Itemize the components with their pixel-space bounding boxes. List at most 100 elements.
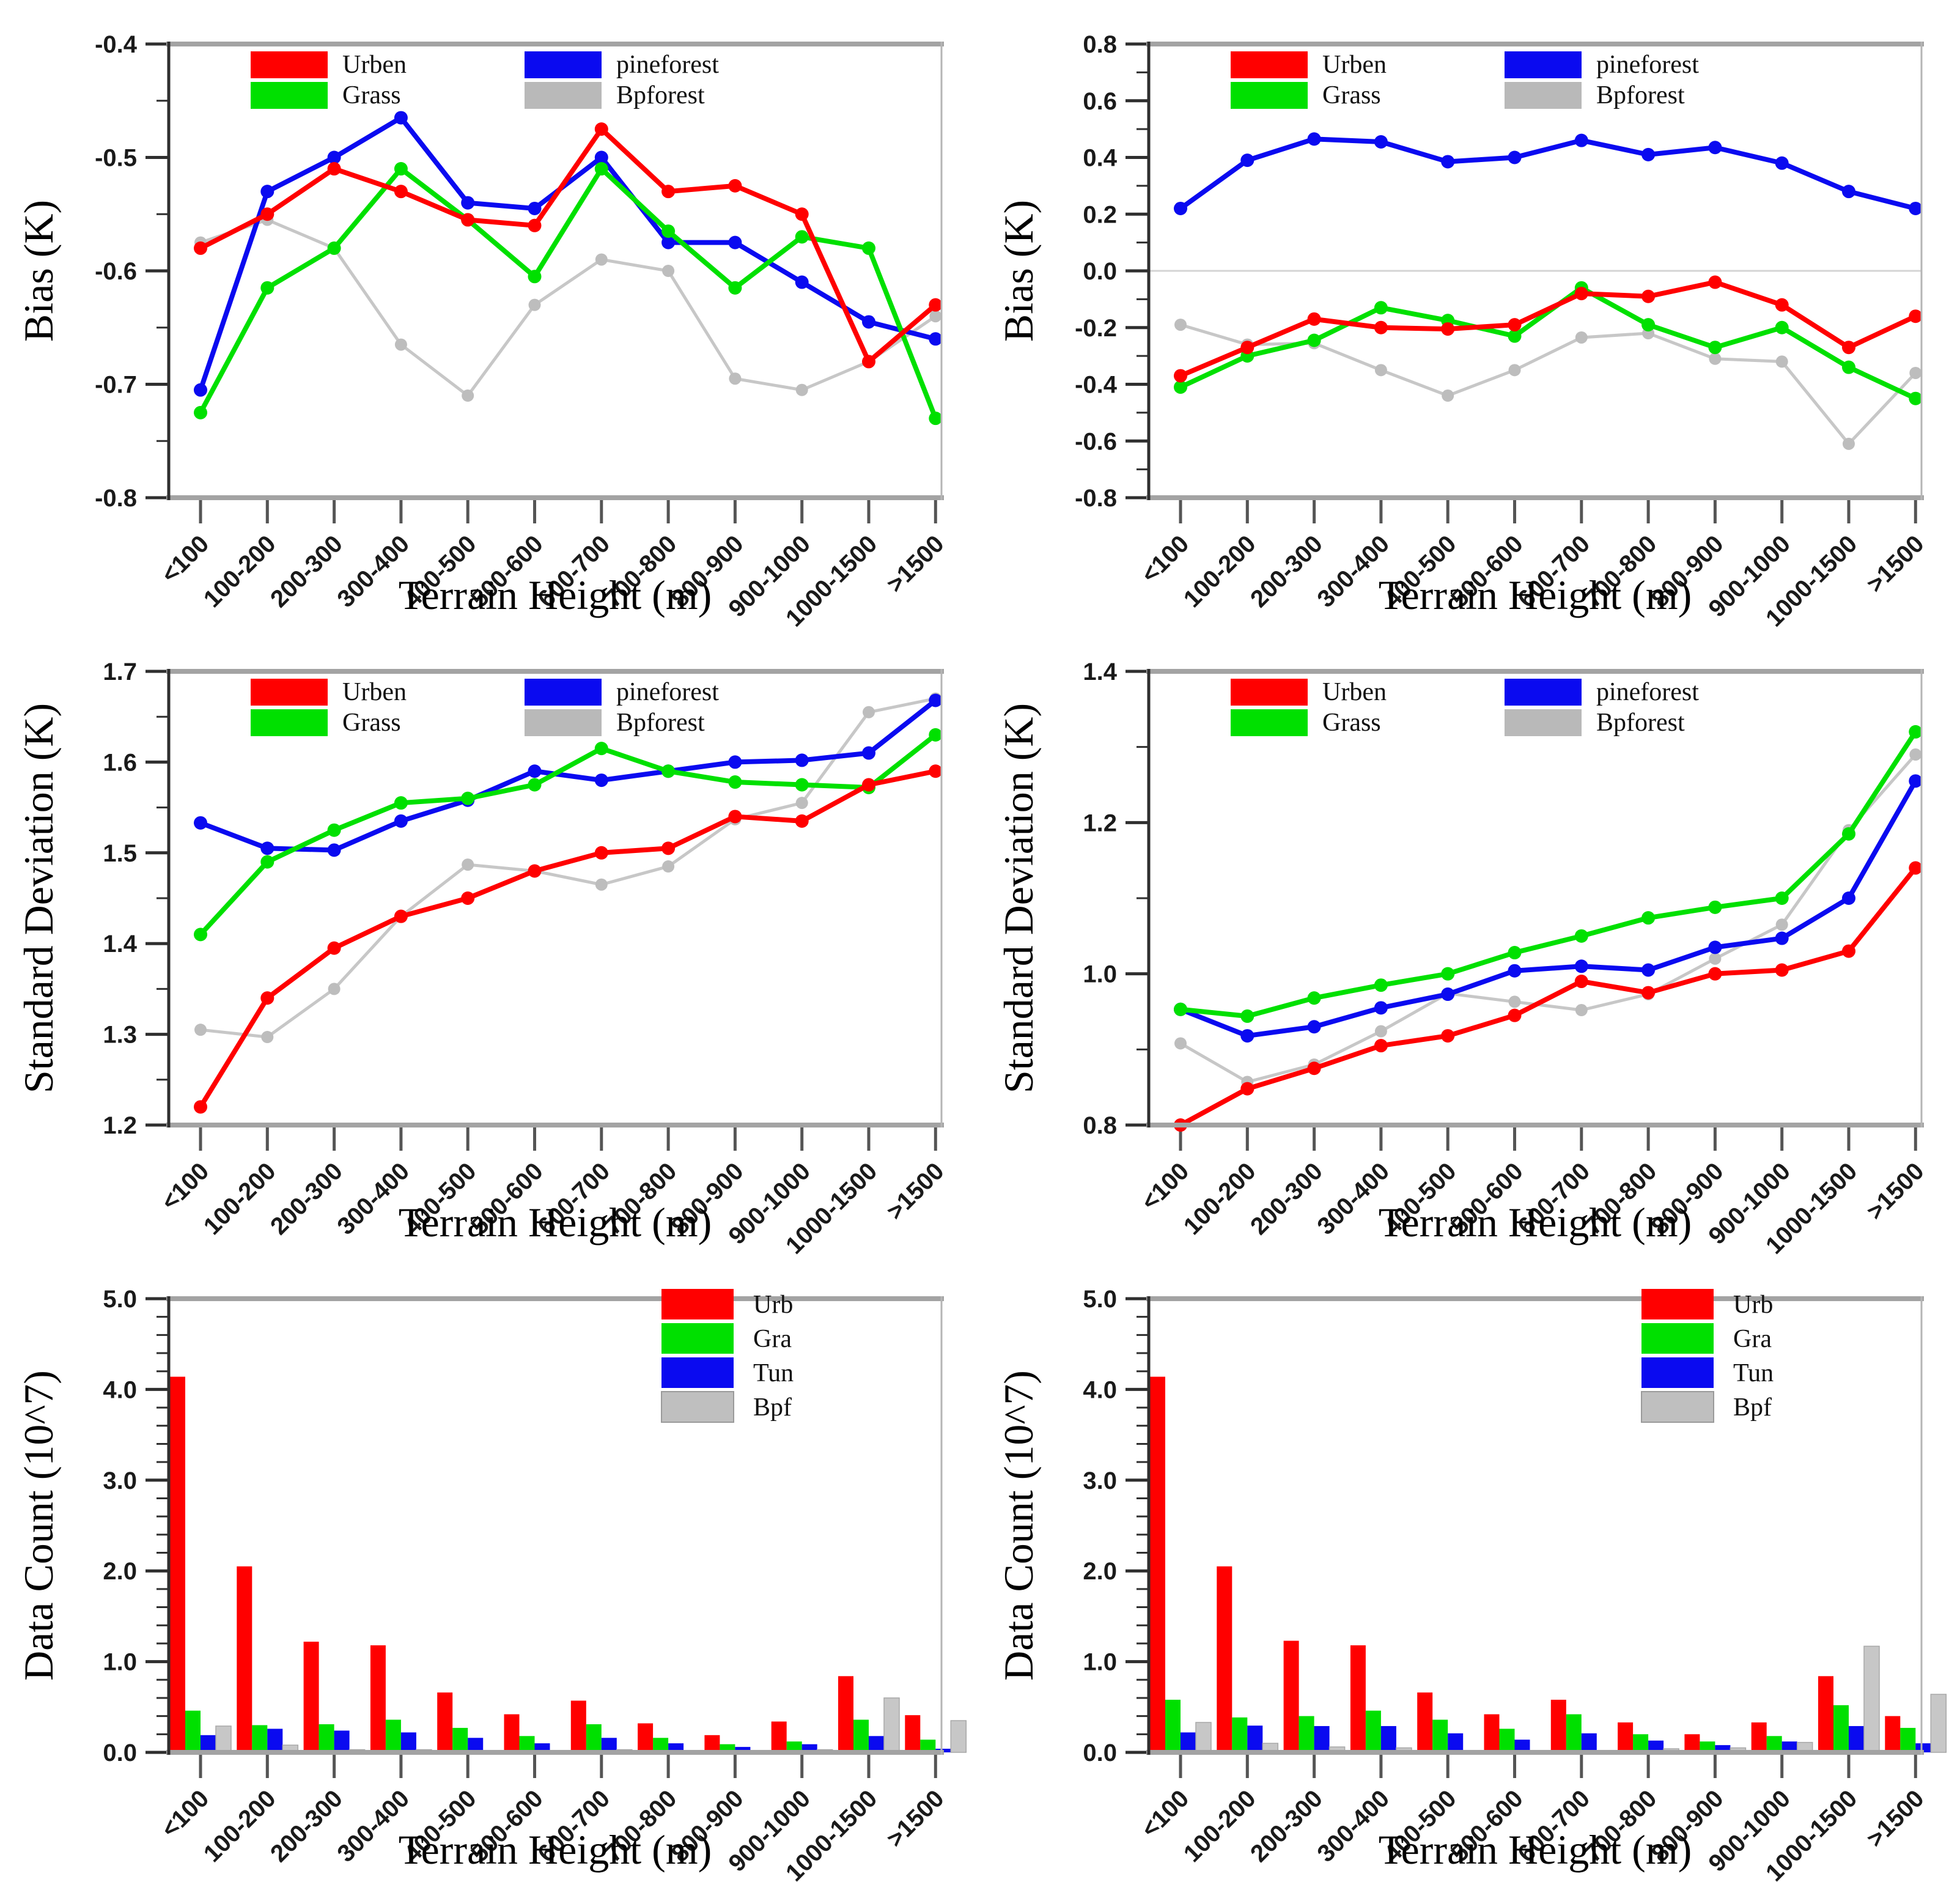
bar	[1217, 1566, 1232, 1752]
bias-left-chart: -0.4-0.5-0.6-0.7-0.8<100100-200200-30030…	[15, 31, 949, 627]
count-left-chart: 5.04.03.02.01.00.0<100100-200200-300300-…	[15, 1286, 967, 1882]
bar	[468, 1738, 484, 1752]
data-point	[1843, 437, 1855, 450]
legend-label: Gra	[753, 1325, 792, 1353]
y-tick-label: 0.0	[103, 1740, 137, 1766]
y-tick-label: 1.4	[103, 931, 137, 958]
x-tick-label: 100-200	[199, 1157, 281, 1240]
data-point	[728, 235, 742, 249]
data-point	[795, 383, 808, 396]
data-point	[260, 185, 274, 199]
y-tick-label: 1.0	[1083, 961, 1117, 988]
series-urben	[1174, 861, 1923, 1132]
data-point	[795, 753, 809, 767]
legend-label: pineforest	[1596, 678, 1699, 706]
legend-swatch-bpf	[1641, 1391, 1714, 1423]
y-tick-label: -0.6	[1075, 428, 1117, 455]
data-point	[260, 207, 274, 221]
data-point	[461, 196, 475, 210]
legend: Urb Gra Tun Bpf	[661, 1289, 794, 1423]
data-point	[929, 298, 943, 312]
bar	[1550, 1699, 1566, 1752]
bar	[786, 1741, 802, 1752]
bar	[838, 1676, 853, 1752]
data-point	[461, 791, 475, 805]
data-point	[1508, 995, 1521, 1008]
data-point	[1842, 341, 1855, 355]
data-point	[394, 162, 408, 176]
bar	[601, 1738, 617, 1752]
panel-count-right: 5.0 4.0 3.0 2.0 1.0 0.0 <100 100-200 200-300 300-…	[980, 1255, 1960, 1882]
data-point	[1240, 1029, 1254, 1043]
legend-swatch-gra	[661, 1323, 734, 1354]
y-tick-label: -0.5	[95, 145, 137, 172]
bar	[586, 1724, 602, 1752]
data-point	[1508, 329, 1522, 343]
data-point	[260, 991, 274, 1005]
y-tick-label: 3.0	[103, 1467, 137, 1494]
bar	[1766, 1736, 1782, 1752]
legend-label: Bpforest	[1596, 709, 1685, 737]
legend-swatch-urb	[661, 1289, 734, 1319]
stddev-right-chart: 1.41.21.00.8<100100-200200-300300-400400…	[995, 659, 1929, 1255]
bar	[504, 1714, 520, 1752]
legend-label: Urb	[753, 1291, 793, 1319]
bar	[252, 1725, 268, 1752]
data-point	[1508, 946, 1522, 960]
legend-label: Tun	[753, 1359, 794, 1387]
data-point	[661, 841, 676, 855]
data-point	[929, 332, 943, 346]
bar	[1299, 1716, 1314, 1752]
data-point	[1641, 147, 1656, 161]
legend-swatch-pineforest	[1505, 679, 1582, 706]
data-point	[1508, 964, 1522, 978]
data-point	[1240, 1082, 1254, 1096]
data-point	[1374, 1025, 1387, 1038]
data-point	[1374, 978, 1388, 992]
bar	[920, 1740, 936, 1752]
data-point	[1842, 185, 1855, 199]
data-point	[1374, 320, 1388, 334]
data-point	[1240, 153, 1254, 168]
data-point	[327, 150, 341, 164]
bar	[1314, 1725, 1330, 1752]
data-point	[1775, 156, 1789, 170]
data-point	[1174, 201, 1187, 215]
bar-series-gra	[1165, 1699, 1916, 1752]
series-line	[198, 127, 938, 364]
x-tick-label: 200-300	[265, 530, 348, 613]
data-point	[728, 775, 742, 789]
data-point	[1508, 1008, 1522, 1022]
data-point	[1441, 967, 1455, 981]
data-point	[1307, 132, 1321, 146]
y-axis-title: Standard Deviation (K)	[995, 703, 1042, 1093]
data-point	[929, 764, 943, 778]
legend-label: Bpf	[1733, 1393, 1772, 1422]
bar	[1484, 1714, 1500, 1752]
legend-label: Grass	[1322, 709, 1381, 737]
legend-label: pineforest	[616, 678, 719, 706]
data-point	[462, 389, 474, 402]
data-point	[728, 810, 742, 824]
data-point	[1909, 201, 1923, 215]
x-tick-label: 100-200	[199, 1785, 281, 1867]
bar	[185, 1710, 201, 1752]
bar	[638, 1723, 654, 1752]
data-point	[929, 693, 943, 707]
y-tick-label: -0.7	[95, 372, 137, 399]
data-point	[862, 315, 875, 329]
data-point	[194, 1100, 207, 1114]
data-point	[1574, 929, 1588, 943]
series-line	[198, 769, 938, 1110]
legend-swatch-gra	[1641, 1323, 1714, 1354]
bar	[704, 1735, 720, 1752]
bar	[1818, 1676, 1833, 1752]
x-axis-title: Terrain Height (m)	[399, 1199, 712, 1245]
data-point	[1775, 931, 1789, 945]
data-point	[661, 235, 676, 249]
bar	[1247, 1725, 1263, 1752]
legend-swatch-pineforest	[1505, 51, 1582, 78]
y-axis-title: Bias (K)	[15, 200, 62, 342]
y-tick-label: 0.6	[1083, 88, 1117, 115]
series-grass	[1174, 725, 1923, 1023]
